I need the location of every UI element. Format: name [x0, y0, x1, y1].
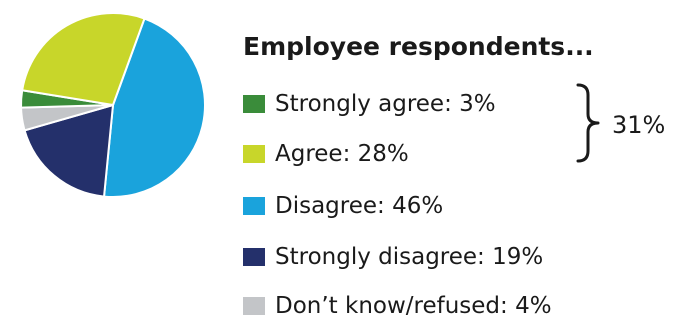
legend-swatch-agree: [243, 145, 265, 163]
legend-item-agree: Agree: 28%: [243, 139, 409, 169]
legend-label-strongly-disagree: Strongly disagree: 19%: [275, 244, 544, 270]
pie-chart: [0, 0, 230, 230]
group-total-label: 31%: [612, 111, 666, 139]
pie-slice-agree: [21, 12, 146, 107]
brace-path: [576, 83, 600, 163]
pie-slice-strongly-disagree: [23, 103, 115, 198]
pie-svg: [20, 12, 206, 198]
legend-swatch-strongly-agree: [243, 95, 265, 113]
legend-label-disagree: Disagree: 46%: [275, 193, 444, 219]
legend-swatch-dont-know: [243, 297, 265, 315]
legend-label-dont-know: Don’t know/refused: 4%: [275, 293, 552, 319]
legend-label-strongly-agree: Strongly agree: 3%: [275, 91, 496, 117]
group-brace: [576, 83, 600, 163]
legend-title: Employee respondents...: [243, 32, 594, 61]
legend-item-strongly-agree: Strongly agree: 3%: [243, 89, 496, 119]
legend-swatch-disagree: [243, 197, 265, 215]
legend-item-dont-know: Don’t know/refused: 4%: [243, 291, 552, 321]
legend-swatch-strongly-disagree: [243, 248, 265, 266]
legend-label-agree: Agree: 28%: [275, 141, 409, 167]
legend-item-strongly-disagree: Strongly disagree: 19%: [243, 242, 543, 272]
legend-item-disagree: Disagree: 46%: [243, 191, 443, 221]
